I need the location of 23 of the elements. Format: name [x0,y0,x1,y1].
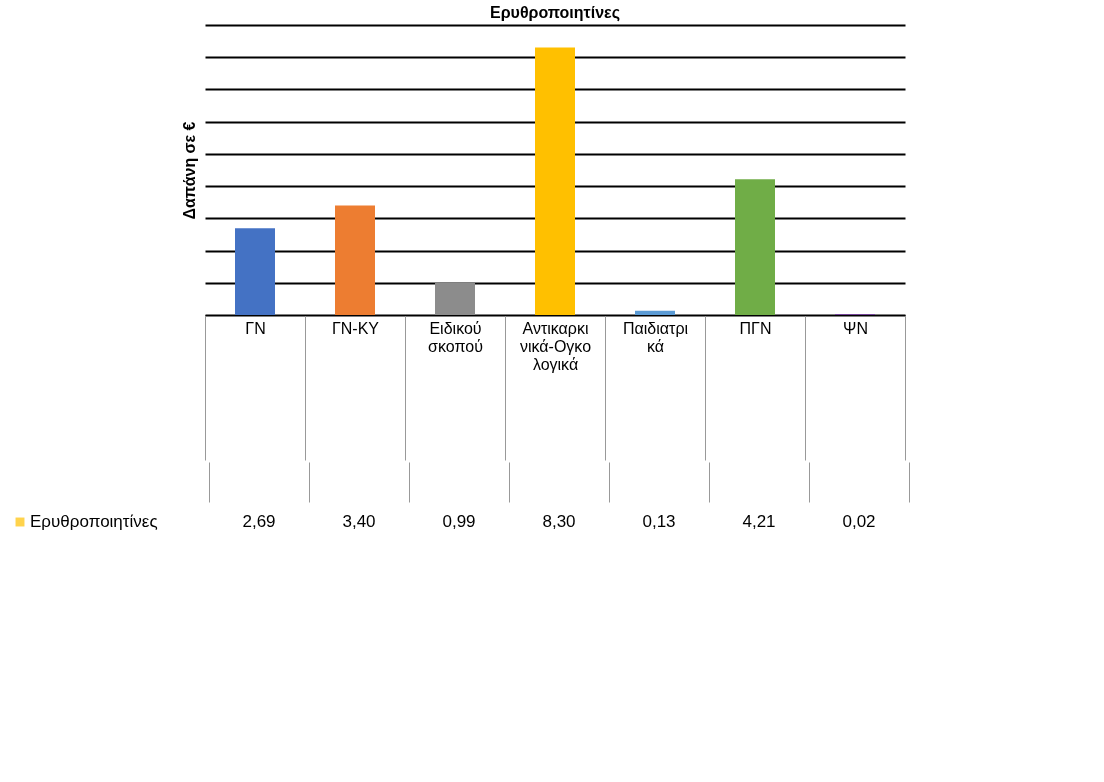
legend-label: Ερυθροποιητίνες [30,512,158,531]
data-label: 0,13 [642,512,676,531]
bar [735,179,775,315]
x-tick-label: ΠΓΝ [739,319,772,337]
bar [635,310,675,315]
chart-title: Ερυθροποιητίνες [490,4,620,22]
data-label: 2,69 [242,512,276,531]
data-label: 4,21 [742,512,776,531]
x-tick-label: Ειδικού σκοπού [428,319,483,355]
x-tick-label: ΨΝ [843,319,868,337]
data-label: 3,40 [342,512,376,531]
data-label: 8,30 [542,512,576,531]
bar [435,283,475,315]
bar [535,47,575,315]
x-tick-label: ΓΝ-ΚΥ [331,319,380,337]
x-tick-label: Παιδιατρικά [622,319,689,355]
data-label: 0,99 [442,512,476,531]
x-tick-label: Αντικαρκινικά-Ογκολογικά [519,319,592,373]
y-axis-title: Δαπάνη σε € [180,121,198,220]
bar [335,205,375,315]
bar [235,228,275,315]
data-label: 0,02 [842,512,876,531]
x-tick-label: ΓΝ [245,319,266,337]
